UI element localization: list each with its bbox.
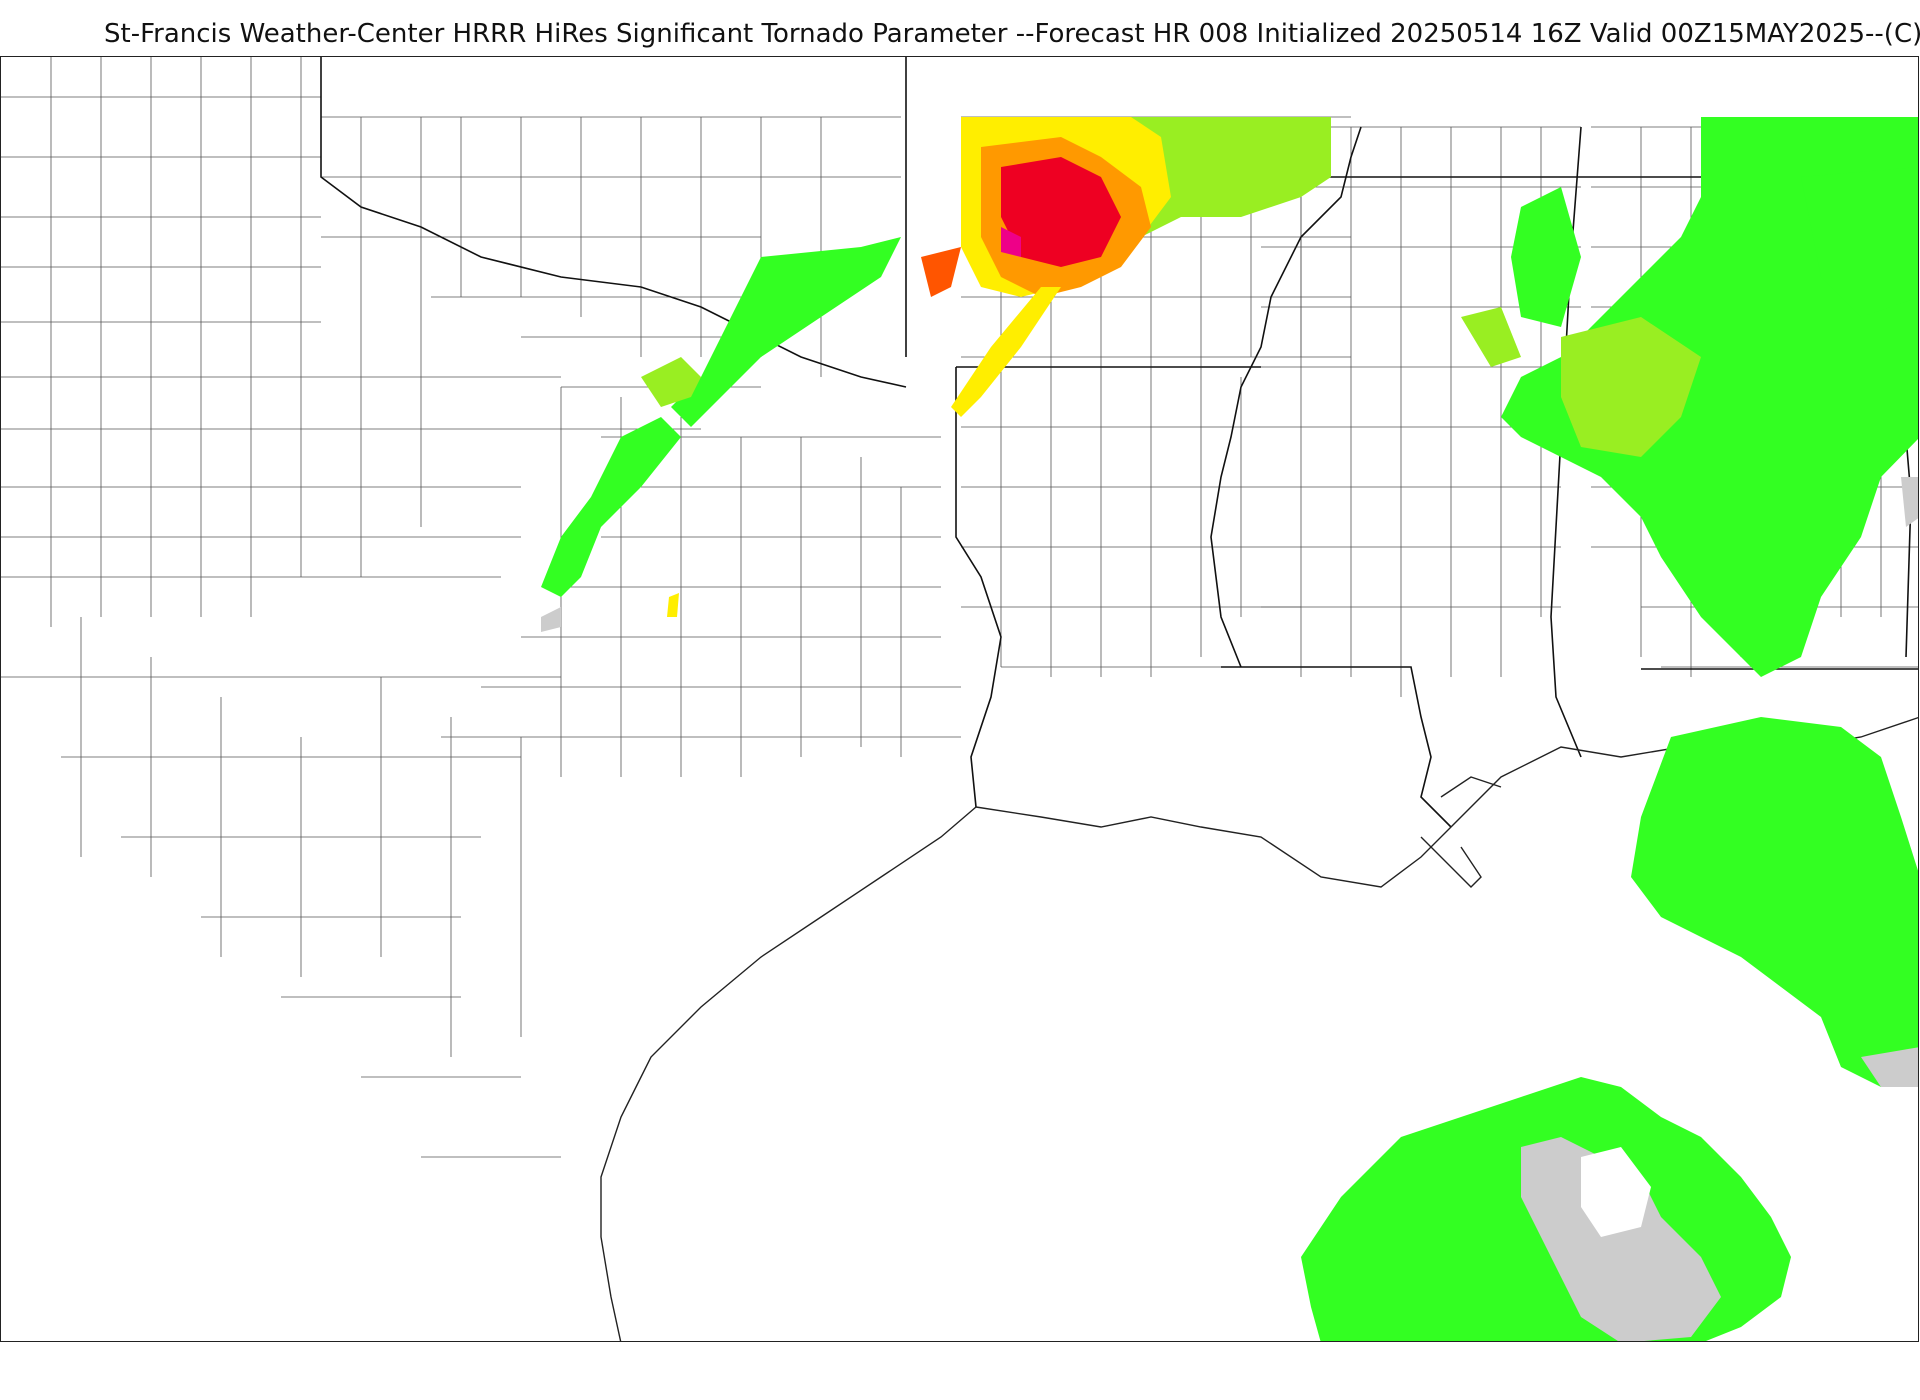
map-title: St-Francis Weather-Center HRRR HiRes Sig… [104, 19, 1920, 49]
map-canvas[interactable] [0, 56, 1919, 1342]
county-borders [1, 57, 1918, 1158]
stp-shading [541, 117, 1918, 1341]
